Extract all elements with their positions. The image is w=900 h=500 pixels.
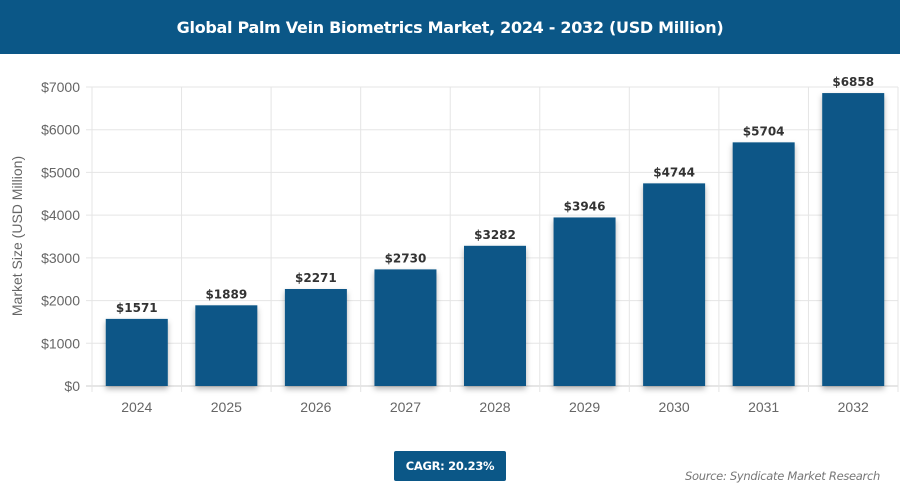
data-label: $2730: [385, 251, 427, 265]
x-tick-label: 2028: [479, 399, 510, 415]
data-label: $1571: [116, 301, 158, 315]
bar: [105, 318, 168, 386]
data-label: $1889: [205, 287, 247, 301]
y-tick-label: $3000: [41, 250, 80, 266]
x-tick-label: 2025: [211, 399, 242, 415]
bar: [374, 269, 437, 386]
y-tick-label: $5000: [41, 164, 80, 180]
bar: [284, 288, 347, 386]
data-label: $3946: [564, 199, 606, 213]
bar: [464, 245, 526, 386]
x-tick-label: 2024: [121, 399, 152, 415]
bar: [643, 183, 706, 386]
y-tick-label: $0: [64, 378, 80, 394]
data-label: $2271: [295, 271, 337, 285]
chart-title: Global Palm Vein Biometrics Market, 2024…: [0, 0, 900, 54]
cagr-badge: CAGR: 20.23%: [394, 451, 506, 481]
y-axis-label: Market Size (USD Million): [9, 156, 25, 316]
source-note: Source: Syndicate Market Research: [685, 469, 880, 483]
x-tick-label: 2032: [838, 399, 869, 415]
y-tick-label: $4000: [41, 207, 80, 223]
x-tick-label: 2027: [390, 399, 421, 415]
data-label: $3282: [474, 228, 516, 242]
x-tick-label: 2026: [300, 399, 331, 415]
x-tick-label: 2029: [569, 399, 600, 415]
data-label: $4744: [653, 165, 695, 179]
y-tick-label: $6000: [41, 122, 80, 138]
bar: [732, 142, 795, 386]
x-tick-label: 2030: [659, 399, 690, 415]
y-tick-label: $7000: [41, 79, 80, 95]
bar: [822, 93, 885, 386]
data-label: $6858: [832, 75, 874, 89]
x-tick-label: 2031: [748, 399, 779, 415]
data-label: $5704: [743, 124, 785, 138]
bar: [195, 305, 258, 386]
y-tick-label: $2000: [41, 293, 80, 309]
bar: [553, 217, 616, 386]
y-tick-label: $1000: [41, 335, 80, 351]
